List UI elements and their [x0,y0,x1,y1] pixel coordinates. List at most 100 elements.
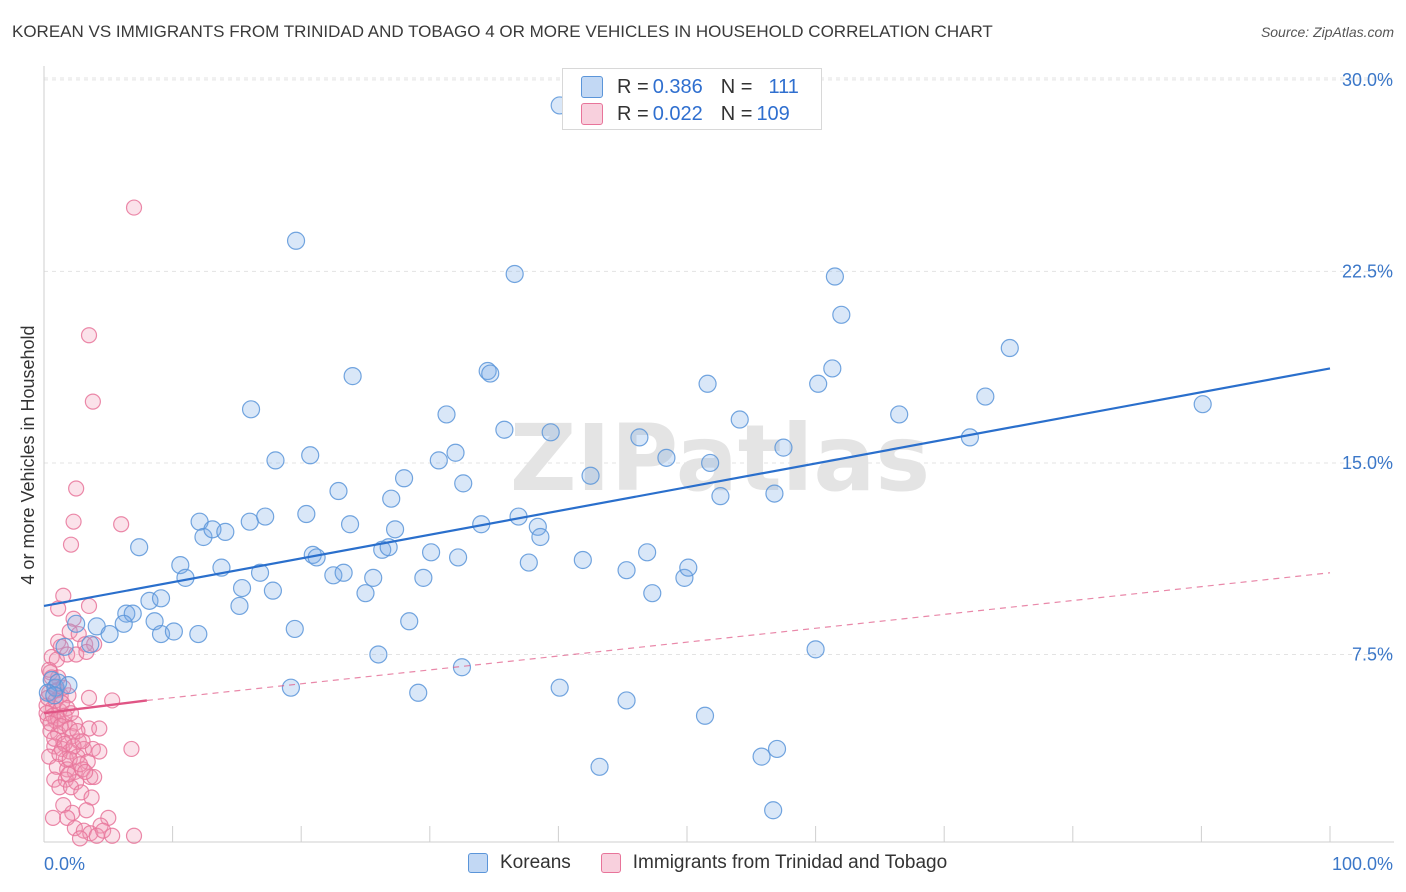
y-tick-label: 7.5% [1352,644,1393,664]
data-point-korean [286,231,306,250]
data-point-korean [140,591,159,610]
data-point-trinidad [61,623,78,640]
data-point-korean [531,527,550,547]
data-point-korean [130,538,149,557]
data-point-korean [250,563,270,582]
data-point-trinidad [48,758,65,775]
data-point-korean [263,581,283,600]
data-point-korean [281,678,301,697]
data-point-trinidad [74,733,91,750]
data-point-korean [675,568,694,587]
data-point-trinidad [73,784,90,801]
data-point-korean [711,487,730,506]
x-tick-label: 0.0% [44,854,85,874]
data-point-korean [232,578,252,598]
data-point-korean [230,596,249,616]
data-point-trinidad [113,516,130,533]
legend-n-label: N = [720,102,753,125]
data-point-trinidad [104,827,121,844]
data-point-korean [240,512,259,531]
series-trinidad-points [38,199,143,847]
data-point-korean [701,453,720,473]
y-axis-label: 4 or more Vehicles in Household [18,325,38,584]
data-point-korean [329,481,348,501]
data-point-trinidad [44,809,62,827]
data-point-korean [151,589,171,608]
data-point-korean [638,543,657,562]
data-point-korean [590,757,609,776]
data-point-korean [617,561,636,580]
data-point-korean [976,387,995,406]
data-point-korean [806,640,825,659]
data-point-trinidad [123,740,140,758]
data-point-korean [216,522,235,541]
legend-n-value-koreans: 111 [768,75,799,98]
data-point-trinidad [91,720,108,737]
data-point-korean [67,614,86,633]
data-point-korean [630,428,649,447]
data-point-korean [617,691,636,710]
data-point-korean [45,686,64,705]
data-point-korean [730,410,749,429]
data-point-korean [643,584,662,603]
data-point-korean [695,706,715,725]
legend-swatch-trinidad [600,853,621,873]
data-point-korean [59,676,78,695]
data-point-korean [960,428,980,447]
data-point-korean [437,405,456,424]
data-point-korean [114,614,133,633]
data-point-korean [394,469,414,488]
data-point-korean [752,747,771,766]
data-point-trinidad [125,199,143,216]
trend-line-trinidad-extended [146,572,1331,702]
data-point-trinidad [42,715,59,732]
legend-r-value-koreans: 0.386 [652,75,703,98]
data-point-korean [823,359,842,378]
data-point-korean [55,637,74,656]
data-point-korean [890,405,909,424]
y-tick-label: 30.0% [1342,70,1393,90]
data-point-trinidad [56,735,73,752]
legend-n-label: N = [720,75,753,98]
series-legend: Koreans Immigrants from Trinidad and Tob… [468,852,977,874]
data-point-korean [454,474,473,493]
data-point-korean [767,739,787,759]
legend-r-label: R = [617,102,649,125]
data-point-korean [123,604,142,623]
data-point-korean [164,622,183,641]
trend-line-koreans [43,367,1331,608]
data-point-trinidad [71,830,89,847]
chart-title: KOREAN VS IMMIGRANTS FROM TRINIDAD AND T… [12,22,993,41]
data-point-trinidad [84,393,101,410]
data-point-korean [429,451,448,470]
data-point-trinidad [60,766,77,783]
data-point-trinidad [52,717,69,735]
data-point-korean [297,504,316,524]
data-point-trinidad [91,743,108,760]
data-point-korean [409,683,428,702]
data-point-korean [481,364,500,383]
data-point-trinidad [68,480,85,497]
data-point-trinidad [95,822,112,839]
data-point-korean [765,484,784,503]
legend-row-koreans: R = 0.386 N = 111 [581,74,799,100]
data-point-trinidad [62,705,80,722]
data-point-korean [189,624,208,644]
data-point-korean [340,515,360,534]
legend-r-label: R = [617,75,649,98]
data-point-trinidad [80,597,98,615]
data-point-korean [414,568,433,587]
data-point-trinidad [78,802,95,819]
data-point-korean [774,438,793,457]
data-point-korean [448,548,468,567]
data-point-trinidad [125,827,143,844]
y-tick-label: 22.5% [1342,261,1393,281]
legend-item-koreans: Koreans [468,852,571,874]
trend-lines [43,367,1331,715]
data-point-korean [385,520,405,539]
trend-line-trinidad [43,699,148,715]
watermark: ZIPatlas [510,405,930,512]
legend-swatch-koreans [468,853,488,873]
correlation-legend: R = 0.386 N = 111 R = 0.022 N = 109 [562,68,822,130]
